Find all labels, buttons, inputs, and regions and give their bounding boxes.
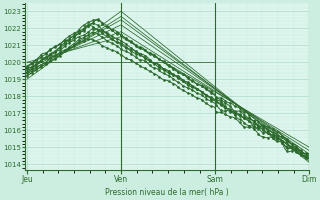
- X-axis label: Pression niveau de la mer( hPa ): Pression niveau de la mer( hPa ): [105, 188, 229, 197]
